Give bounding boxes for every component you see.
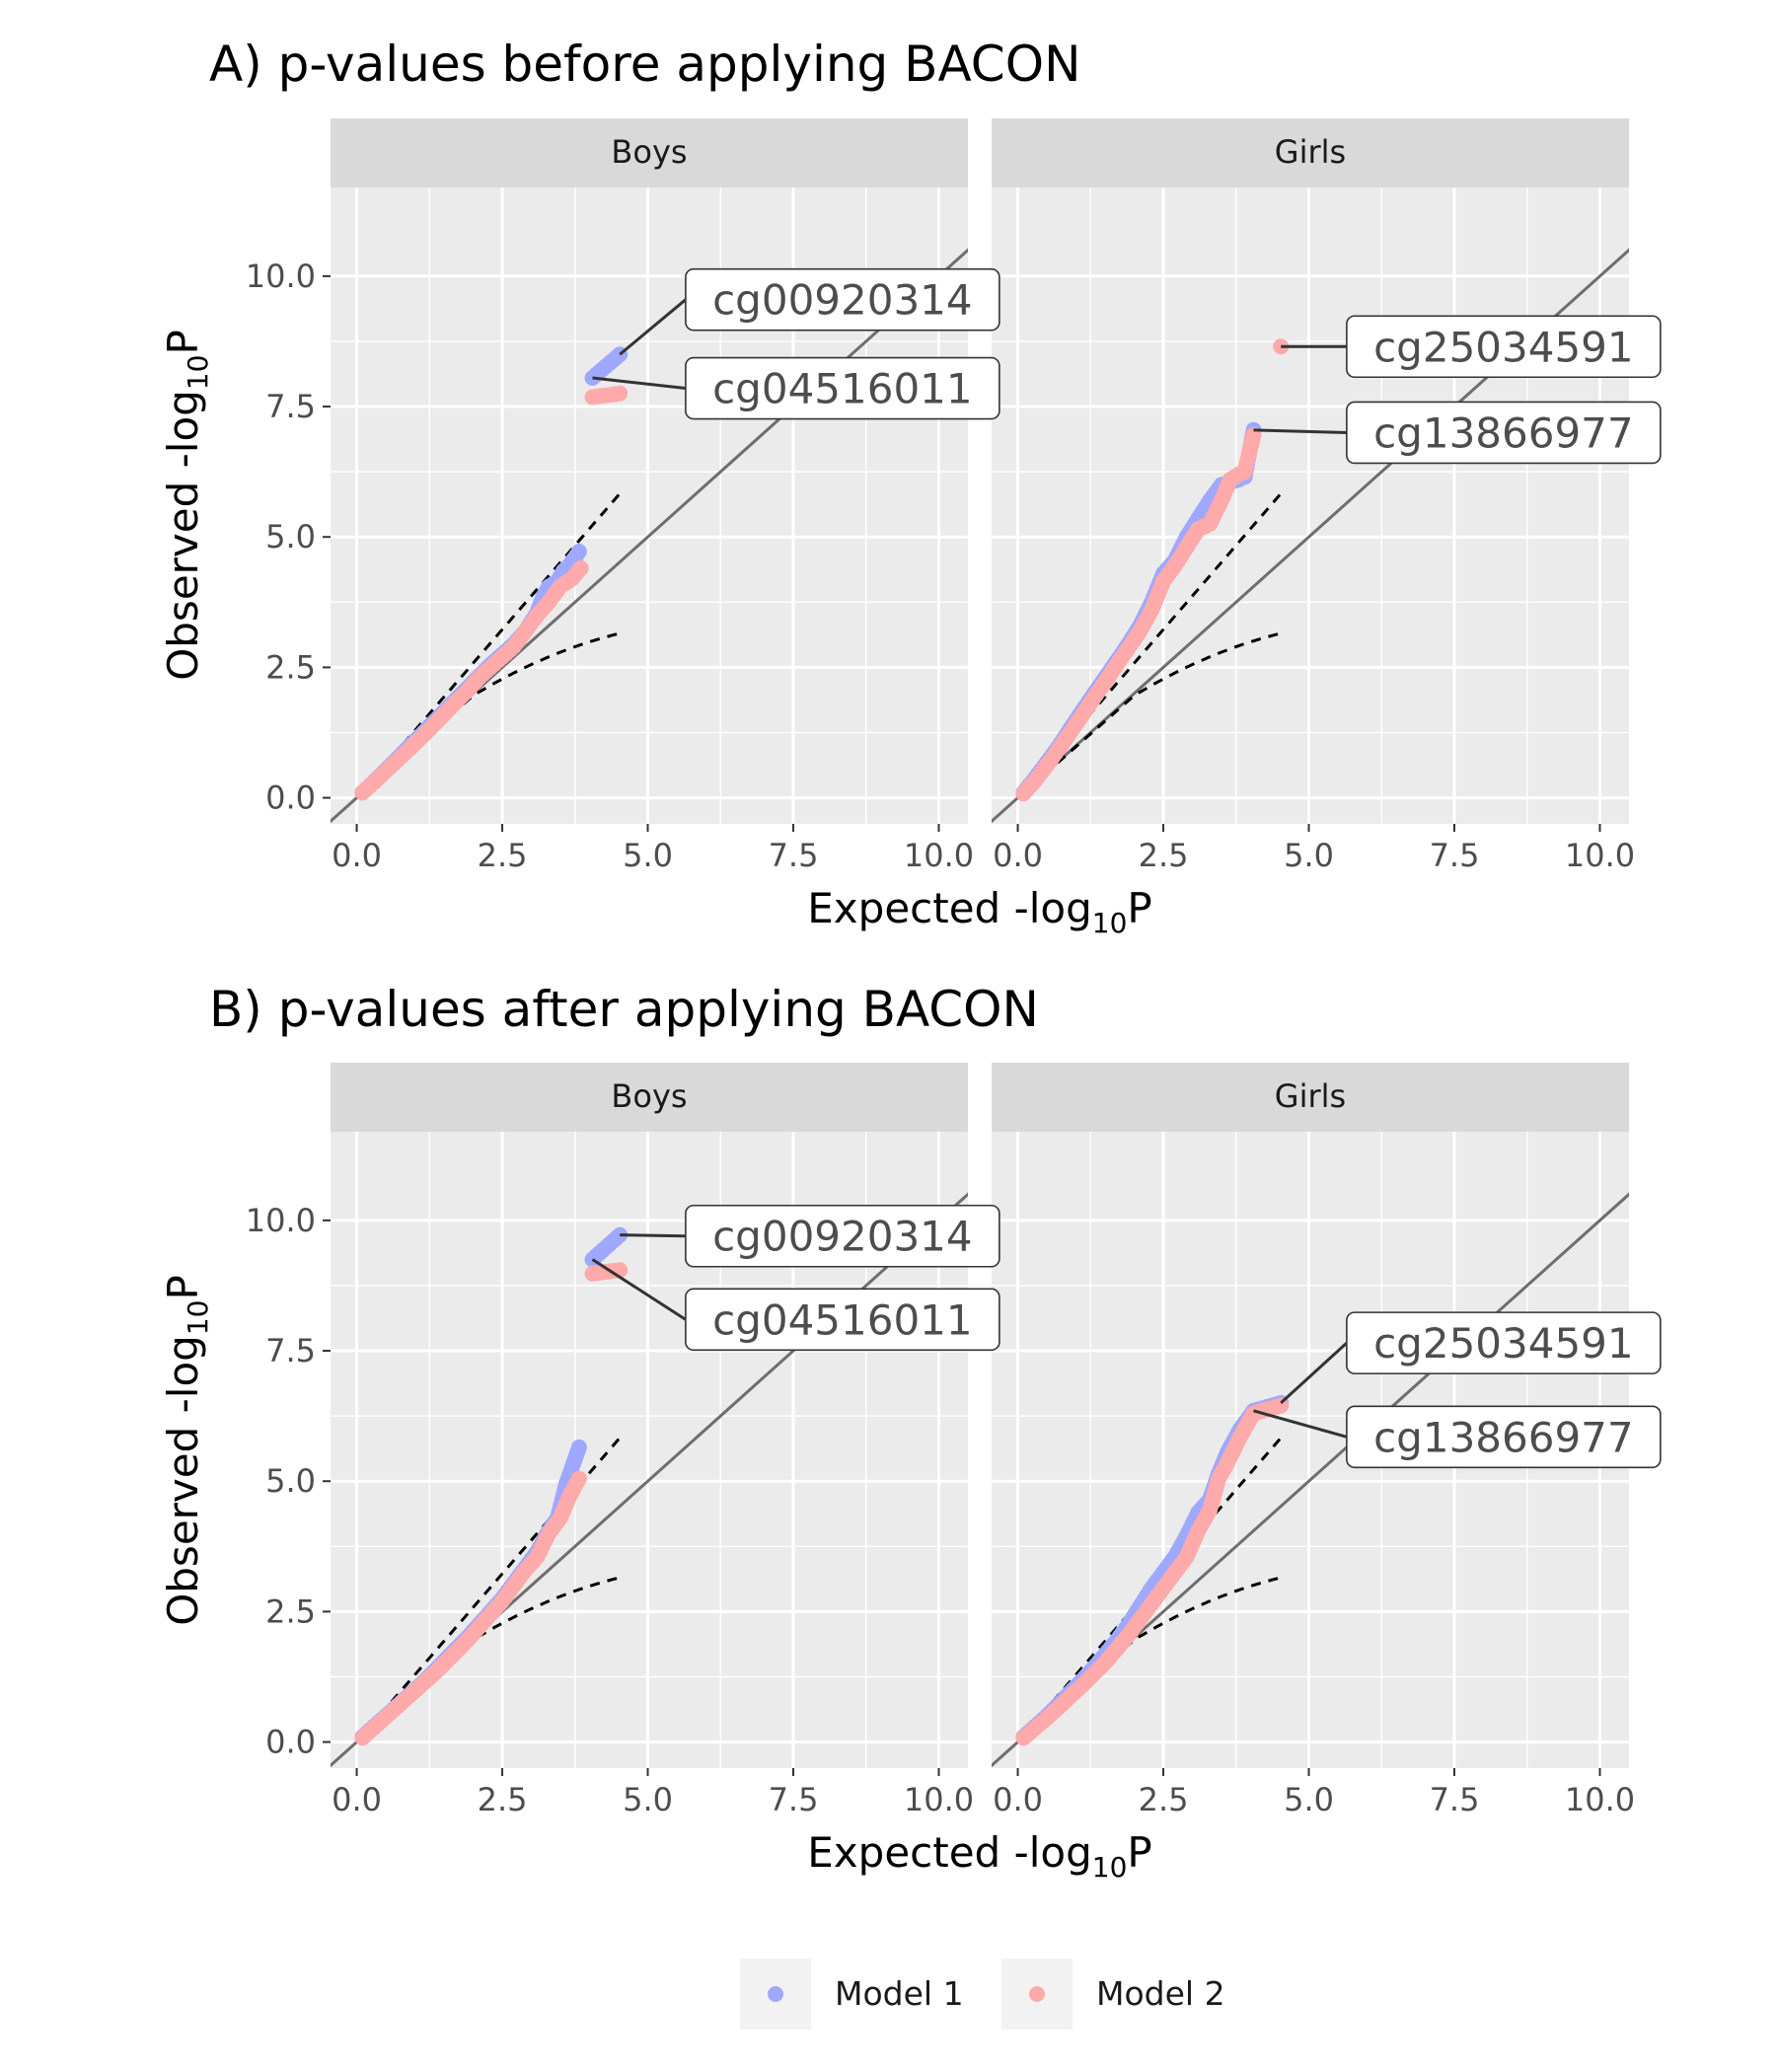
label-leader-line (620, 1233, 686, 1238)
x-tick-label: 5.0 (623, 1781, 673, 1818)
labels-a-boys: cg00920314 cg04516011 (592, 267, 1000, 420)
ci-upper-line (355, 492, 622, 799)
legend-label-model2: Model 2 (1096, 1974, 1225, 2013)
cpg-label-box (1346, 401, 1662, 465)
ci-lower-line (1016, 631, 1282, 799)
figure-a-ylabel: Observed -log10P (159, 330, 214, 681)
label-leader-line (1280, 1342, 1348, 1405)
strip-b-girls-label: Girls (1275, 1077, 1346, 1115)
x-tick-label: 7.5 (769, 837, 819, 874)
legend-key-model1-dot (768, 1986, 783, 2002)
y-tick-label: 7.5 (265, 1332, 316, 1369)
x-tick-label: 2.5 (1139, 1781, 1189, 1818)
cpg-label: cg25034591 (1373, 1319, 1634, 1368)
strip-a-boys-bg (331, 118, 968, 187)
x-tick-label: 0.0 (332, 1781, 382, 1818)
cpg-label-box (1346, 1311, 1662, 1374)
label-leader-line (1253, 1409, 1348, 1439)
x-tick-label: 0.0 (993, 1781, 1043, 1818)
panel-a-girls (992, 187, 1629, 824)
y-tick-label: 0.0 (265, 1724, 316, 1761)
cpg-label: cg00920314 (712, 276, 973, 325)
legend-key-model2-dot (1029, 1986, 1045, 2002)
x-axis-b-boys: 0.0 2.5 5.0 7.5 10.0 (332, 1768, 974, 1818)
cpg-label: cg13866977 (1373, 1413, 1634, 1461)
strip-b-boys-bg (331, 1063, 968, 1132)
y-axis-a: 0.0 2.5 5.0 7.5 10.0 (246, 258, 331, 817)
strip-a-girls-bg (992, 118, 1629, 187)
y-tick-label: 10.0 (246, 1202, 316, 1239)
ci-upper-line (1016, 492, 1283, 799)
x-axis-a-boys: 0.0 2.5 5.0 7.5 10.0 (332, 824, 974, 874)
y-tick-label: 0.0 (265, 779, 316, 817)
ci-upper-line (355, 1437, 622, 1743)
strip-a-girls-label: Girls (1275, 133, 1346, 171)
point-model2 (612, 385, 629, 402)
label-leader-line (591, 1258, 687, 1321)
figure-b-xlabel: Expected -log10P (807, 1828, 1151, 1884)
y-tick-label: 5.0 (265, 1462, 316, 1500)
x-tick-label: 10.0 (904, 837, 974, 874)
figure-a-xlabel: Expected -log10P (807, 884, 1151, 939)
y-tick-label: 2.5 (265, 1592, 316, 1630)
figure-a: A) p-values before applying BACON Boys G… (159, 36, 1662, 939)
strip-b-girls-bg (992, 1063, 1629, 1132)
legend-label-model1: Model 1 (835, 1974, 964, 2013)
legend: Model 1 Model 2 (740, 1959, 1225, 2030)
cpg-label: cg25034591 (1373, 323, 1634, 371)
x-tick-label: 10.0 (1565, 837, 1635, 874)
point-model1 (570, 1439, 587, 1455)
label-leader-line (592, 376, 687, 391)
point-model2 (1273, 338, 1290, 355)
x-tick-label: 7.5 (1430, 1781, 1480, 1818)
x-tick-label: 0.0 (993, 837, 1043, 874)
y-tick-label: 7.5 (265, 388, 316, 425)
figure-b: B) p-values after applying BACON Boys Gi… (159, 981, 1662, 1884)
y-tick-label: 10.0 (246, 258, 316, 295)
x-tick-label: 5.0 (1284, 1781, 1334, 1818)
x-tick-label: 7.5 (769, 1781, 819, 1818)
point-model2 (570, 1470, 587, 1487)
x-tick-label: 10.0 (1565, 1781, 1635, 1818)
x-tick-label: 7.5 (1430, 837, 1480, 874)
y-axis-b: 0.0 2.5 5.0 7.5 10.0 (246, 1202, 331, 1761)
strip-b-boys-label: Boys (611, 1077, 687, 1115)
figure-b-title: B) p-values after applying BACON (209, 981, 1039, 1038)
strip-a-boys-label: Boys (611, 133, 687, 171)
x-tick-label: 10.0 (904, 1781, 974, 1818)
cpg-label-box (1346, 1405, 1662, 1469)
x-tick-label: 2.5 (1139, 837, 1189, 874)
point-model1 (612, 1226, 629, 1243)
cpg-label: cg00920314 (712, 1213, 973, 1261)
x-tick-label: 5.0 (623, 837, 673, 874)
label-leader-line (619, 298, 687, 356)
x-axis-b-girls: 0.0 2.5 5.0 7.5 10.0 (993, 1768, 1635, 1818)
x-tick-label: 2.5 (478, 837, 528, 874)
x-tick-label: 2.5 (478, 1781, 528, 1818)
cpg-label-box (1346, 315, 1662, 379)
cpg-label-box (685, 356, 1000, 420)
panel-a-boys (331, 187, 968, 824)
x-axis-a-girls: 0.0 2.5 5.0 7.5 10.0 (993, 824, 1635, 874)
x-tick-label: 0.0 (332, 837, 382, 874)
point-model1 (570, 544, 587, 559)
labels-b-girls: cg25034591 cg13866977 (1253, 1311, 1662, 1469)
point-model2 (572, 559, 589, 576)
labels-a-girls: cg25034591 cg13866977 (1253, 315, 1662, 465)
figure-b-ylabel: Observed -log10P (159, 1275, 214, 1626)
label-leader-line (1253, 428, 1347, 434)
cpg-label: cg13866977 (1373, 408, 1634, 457)
cpg-label-box (685, 1288, 1000, 1352)
x-tick-label: 5.0 (1284, 837, 1334, 874)
cpg-label: cg04516011 (712, 1295, 973, 1344)
figure-a-title: A) p-values before applying BACON (209, 36, 1080, 93)
cpg-label-box (685, 267, 1000, 332)
cpg-label: cg04516011 (712, 365, 973, 413)
labels-b-boys: cg00920314 cg04516011 (591, 1204, 1000, 1352)
cpg-label-box (685, 1204, 1000, 1268)
y-tick-label: 5.0 (265, 518, 316, 555)
point-model2 (1273, 1397, 1290, 1414)
y-tick-label: 2.5 (265, 648, 316, 686)
